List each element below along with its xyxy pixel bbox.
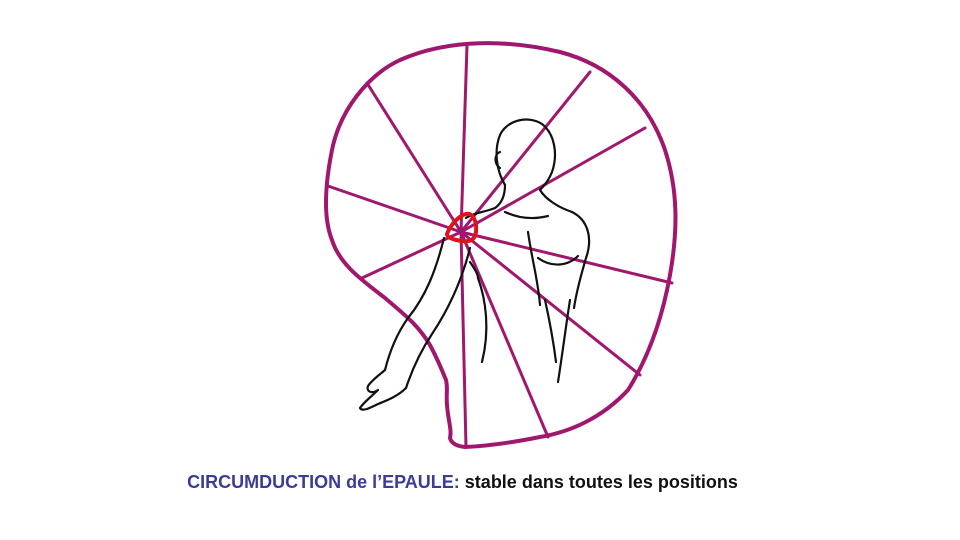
cone-spoke: [459, 230, 642, 377]
chest-line: [536, 254, 580, 266]
cone-spoke: [459, 230, 468, 449]
clavicle: [503, 210, 550, 220]
hand-outline: [358, 368, 408, 411]
arm-upper-edge: [383, 236, 446, 372]
cone-spoke: [459, 230, 674, 285]
shoulder-left: [464, 206, 497, 220]
cone-spoke: [360, 230, 463, 280]
caption-text: stable dans toutes les positions: [459, 472, 738, 492]
neck-left: [493, 183, 507, 210]
caption-highlight: CIRCUMDUCTION de l’EPAULE:: [187, 472, 460, 492]
armpit: [468, 260, 480, 280]
neck-right: [538, 188, 574, 214]
cone-spokes: [326, 43, 674, 449]
head-outline: [495, 118, 557, 192]
human-figure: [358, 118, 591, 411]
cone-spoke: [459, 126, 647, 234]
arm-lower-edge: [404, 246, 472, 390]
circumduction-cone-outline: [323, 41, 678, 449]
cone-spoke: [365, 81, 463, 234]
torso-left-side: [476, 276, 488, 364]
shoulder-right: [570, 210, 591, 310]
cone-spoke: [459, 230, 550, 439]
shoulder-joint-highlight: [445, 211, 479, 244]
ear-outline: [494, 150, 502, 170]
torso-right-side: [556, 298, 572, 384]
cone-spoke: [326, 184, 463, 234]
diagram-caption: CIRCUMDUCTION de l’EPAULE: stable dans t…: [0, 472, 925, 493]
cone-spoke: [459, 70, 592, 234]
cone-spoke: [459, 43, 469, 234]
torso-center: [526, 230, 542, 307]
abdomen-line: [543, 298, 558, 364]
